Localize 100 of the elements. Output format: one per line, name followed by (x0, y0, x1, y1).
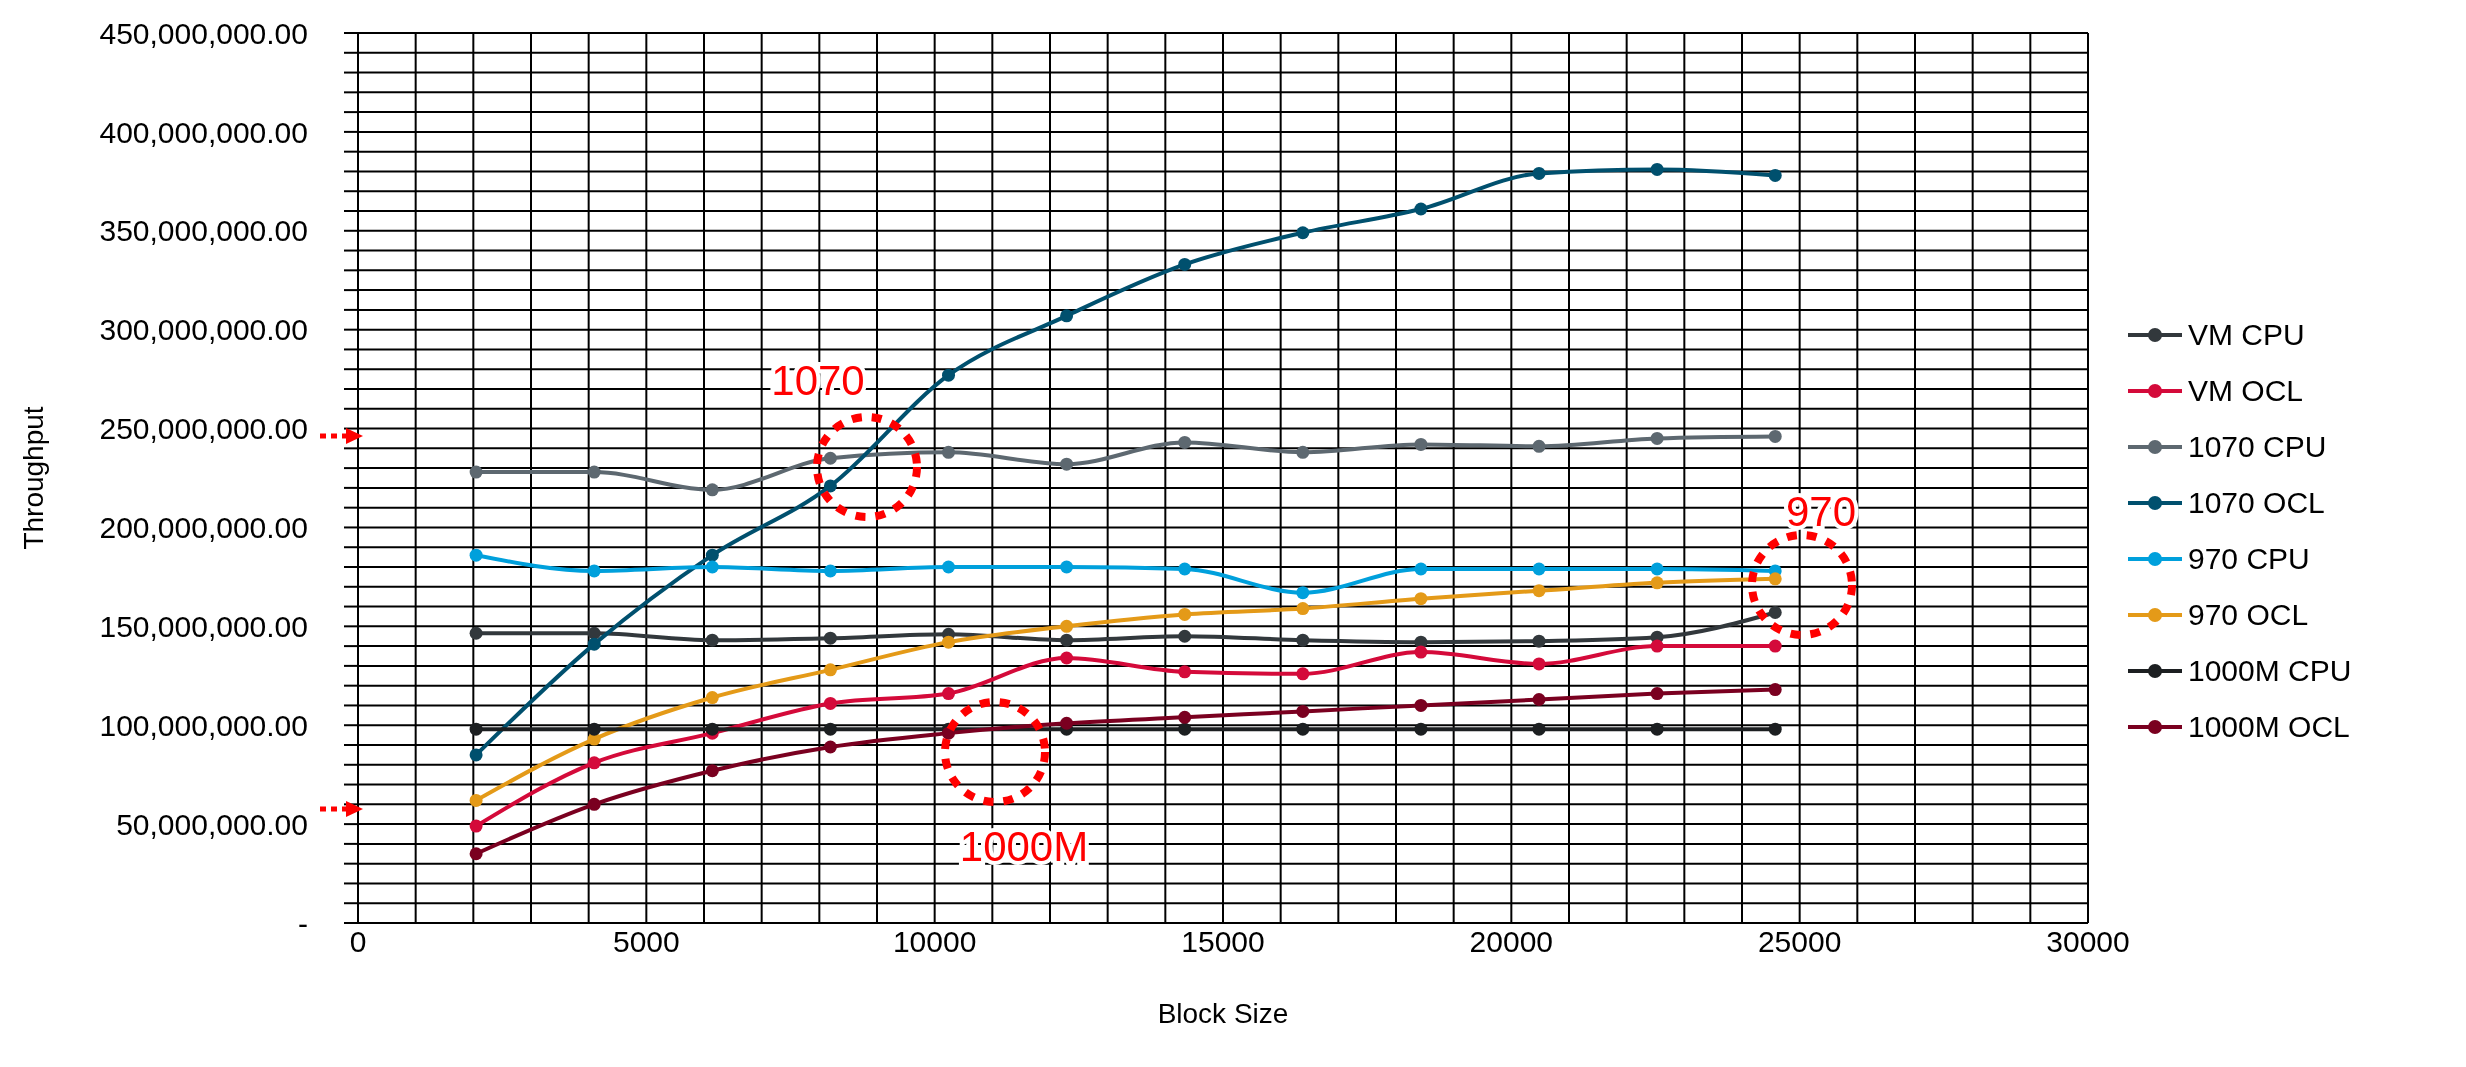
point (469, 819, 483, 833)
point (705, 764, 719, 778)
point (705, 691, 719, 705)
point (705, 483, 719, 497)
legend-label: 970 CPU (2188, 541, 2310, 576)
point (1296, 445, 1310, 459)
point (823, 740, 837, 754)
point (1178, 607, 1192, 621)
x-tick-label: 10000 (892, 925, 977, 959)
point (942, 635, 956, 649)
point (1060, 633, 1074, 647)
point (587, 756, 601, 770)
point (469, 748, 483, 762)
point (1532, 693, 1546, 707)
y-tick-label: 350,000,000.00 (99, 214, 308, 248)
point (823, 696, 837, 710)
x-axis-title: Block Size (1157, 998, 1289, 1029)
point (705, 722, 719, 736)
point (1532, 722, 1546, 736)
legend-label: 970 OCL (2188, 597, 2309, 632)
point (1414, 645, 1428, 659)
point (1414, 722, 1428, 736)
point (1296, 226, 1310, 240)
point (1768, 722, 1782, 736)
legend-label: 1000M CPU (2188, 653, 2352, 688)
x-tick-label: 25000 (1757, 925, 1842, 959)
point (1768, 429, 1782, 443)
point (587, 637, 601, 651)
x-tick-label: 30000 (2046, 925, 2130, 959)
point (1296, 704, 1310, 718)
point (1178, 562, 1192, 576)
point (469, 548, 483, 562)
y-tick-label: 450,000,000.00 (99, 16, 308, 50)
legend-label: VM OCL (2188, 373, 2304, 408)
point (1650, 162, 1664, 176)
point (823, 564, 837, 578)
point (1414, 592, 1428, 606)
point (1178, 722, 1192, 736)
point (587, 564, 601, 578)
point (1768, 572, 1782, 586)
point (942, 687, 956, 701)
point (942, 368, 956, 382)
point (1650, 562, 1664, 576)
point (823, 631, 837, 645)
point (1178, 629, 1192, 643)
point (1296, 722, 1310, 736)
legend-label: 1000M OCL (2188, 709, 2350, 744)
y-tick-label: 400,000,000.00 (99, 115, 308, 149)
point (1414, 562, 1428, 576)
point (587, 722, 601, 736)
point (1532, 634, 1546, 648)
y-axis-title: Throughput (17, 406, 49, 550)
point (587, 626, 601, 640)
x-tick-label: 20000 (1469, 925, 1554, 959)
point (469, 847, 483, 861)
legend-label: VM CPU (2188, 317, 2305, 352)
point (1768, 605, 1782, 619)
point (1296, 586, 1310, 600)
legend-label: 1070 CPU (2188, 429, 2327, 464)
point (1296, 667, 1310, 681)
point (1060, 651, 1074, 665)
point (1060, 716, 1074, 730)
point (1178, 710, 1192, 724)
point (1650, 722, 1664, 736)
point (823, 663, 837, 677)
point (1650, 687, 1664, 701)
y-tick-label: 50,000,000.00 (116, 807, 308, 841)
point (823, 479, 837, 493)
point (469, 722, 483, 736)
point (469, 793, 483, 807)
point (1060, 309, 1074, 323)
point (587, 465, 601, 479)
point (469, 465, 483, 479)
y-tick-label: 100,000,000.00 (99, 708, 308, 742)
point (1650, 639, 1664, 653)
point (1060, 457, 1074, 471)
point (1768, 639, 1782, 653)
point (1296, 633, 1310, 647)
point (587, 797, 601, 811)
y-tick-label: - (298, 906, 308, 940)
point (1650, 576, 1664, 590)
point (1650, 431, 1664, 445)
point (705, 633, 719, 647)
point (1296, 602, 1310, 616)
point (942, 560, 956, 574)
point (1414, 698, 1428, 712)
point (705, 548, 719, 562)
point (705, 560, 719, 574)
point (1178, 435, 1192, 449)
point (1532, 657, 1546, 671)
point (823, 451, 837, 465)
point (1532, 562, 1546, 576)
x-tick-label: 5000 (612, 925, 680, 959)
point (1532, 439, 1546, 453)
point (1532, 584, 1546, 598)
legend-label: 1070 OCL (2188, 485, 2325, 520)
point (1532, 166, 1546, 180)
point (1060, 619, 1074, 633)
point (1414, 202, 1428, 216)
point (1178, 665, 1192, 679)
